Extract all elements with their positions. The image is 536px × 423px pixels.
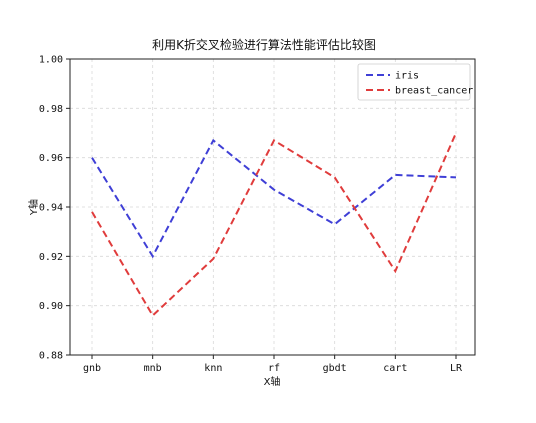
y-tick-label: 1.00: [39, 55, 63, 66]
x-tick-label: knn: [204, 363, 222, 374]
y-tick-label: 0.88: [39, 351, 63, 362]
x-tick-label: rf: [268, 363, 280, 374]
legend-box: [357, 63, 471, 101]
x-tick-label: gnb: [83, 363, 101, 374]
y-tick-label: 0.90: [39, 301, 63, 312]
x-axis-ticks: gnb mnb knn rf gbdt cart LR: [83, 355, 463, 374]
grid: [70, 58, 475, 356]
y-axis-ticks: 0.88 0.90 0.92 0.94 0.96 0.98 1.00: [39, 55, 70, 362]
series-lines: [91, 132, 457, 318]
x-tick-label: cart: [383, 363, 407, 374]
y-axis-label: Y轴: [27, 199, 40, 216]
y-tick-label: 0.98: [39, 104, 63, 115]
y-tick-label: 0.92: [39, 252, 63, 263]
x-tick-label: gbdt: [323, 363, 347, 374]
legend-label: iris: [395, 71, 419, 82]
legend-label: breast_cancer: [395, 86, 473, 97]
series-line-breast-cancer: [91, 132, 457, 318]
chart-title: 利用K折交叉检验进行算法性能评估比较图: [152, 37, 376, 52]
x-axis-label: X轴: [264, 375, 281, 388]
y-tick-label: 0.94: [39, 203, 63, 214]
y-tick-label: 0.96: [39, 153, 63, 164]
series-line-iris: [91, 138, 457, 259]
x-tick-label: LR: [450, 363, 463, 374]
legend: iris breast_cancer: [357, 63, 473, 101]
x-tick-label: mnb: [144, 363, 162, 374]
